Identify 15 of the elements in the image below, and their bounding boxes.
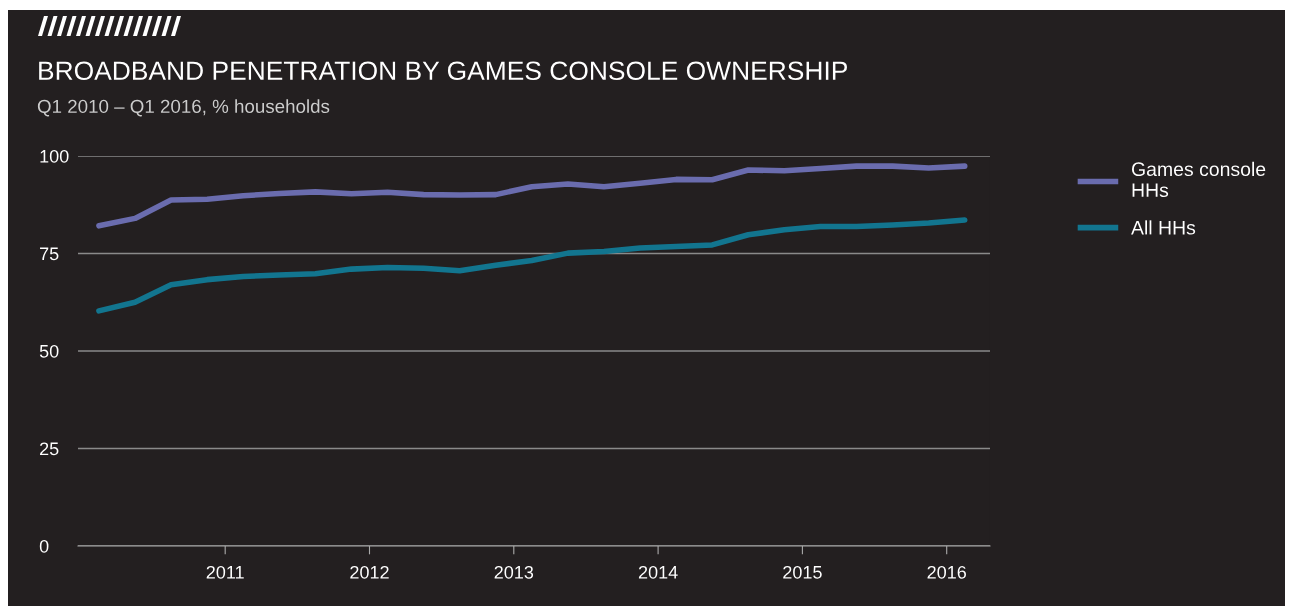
x-tick-label: 2015 bbox=[783, 565, 822, 579]
y-tick-label: 0 bbox=[39, 539, 49, 553]
chart-title: BROADBAND PENETRATION BY GAMES CONSOLE OWNERSHIP bbox=[39, 61, 847, 81]
x-tick-label: 2011 bbox=[206, 565, 244, 579]
x-tick-label: 2016 bbox=[927, 565, 966, 579]
y-tick-label: 75 bbox=[40, 247, 59, 261]
x-tick-label: 2014 bbox=[638, 565, 678, 579]
x-tick-label: 2013 bbox=[494, 565, 534, 579]
y-tick-label: 25 bbox=[40, 442, 59, 456]
legend-label: All HHs bbox=[1131, 220, 1196, 235]
y-tick-label: 100 bbox=[40, 149, 69, 163]
y-tick-label: 50 bbox=[39, 344, 59, 358]
x-tick-label: 2012 bbox=[350, 565, 389, 579]
chart-subtitle: Q1 2010 – Q1 2016, % households bbox=[37, 99, 330, 117]
legend-label: Games console HHs bbox=[1131, 161, 1266, 198]
